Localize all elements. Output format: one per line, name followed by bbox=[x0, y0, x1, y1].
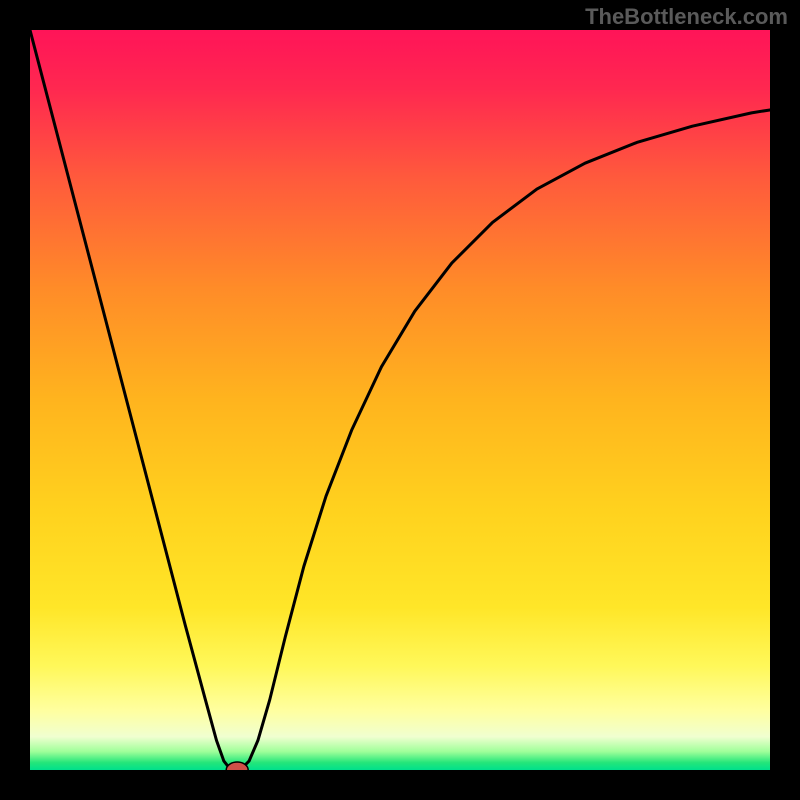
plot-area bbox=[30, 30, 770, 770]
gradient-background bbox=[30, 30, 770, 770]
watermark-text: TheBottleneck.com bbox=[585, 4, 788, 30]
chart-svg bbox=[30, 30, 770, 770]
chart-container: TheBottleneck.com bbox=[0, 0, 800, 800]
